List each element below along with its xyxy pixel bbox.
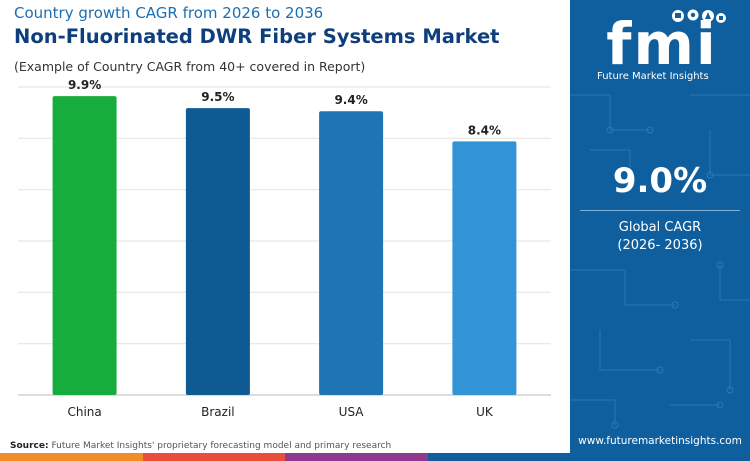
- strip-segment-red: [142, 453, 285, 461]
- category-label-brazil: Brazil: [201, 405, 235, 419]
- bar-usa: [319, 111, 384, 395]
- logo-tagline: Future Market Insights: [597, 71, 709, 82]
- sidebar-panel: fmi Future Market Insights 9.0% Global C…: [570, 0, 750, 461]
- chart-header: Country growth CAGR from 2026 to 2036 No…: [14, 4, 559, 76]
- source-label: Source:: [10, 441, 49, 451]
- chart-supertitle: Country growth CAGR from 2026 to 2036: [14, 4, 324, 22]
- category-labels: China Brazil USA UK: [67, 405, 493, 419]
- category-label-usa: USA: [339, 405, 365, 419]
- chart-title: Non-Fluorinated DWR Fiber Systems Market: [14, 25, 500, 48]
- logo-wordmark: fmi: [606, 10, 718, 78]
- website-link[interactable]: www.futuremarketinsights.com: [578, 435, 742, 447]
- stat-divider: [580, 210, 740, 211]
- bar-uk: [452, 141, 517, 395]
- strip-segment-blue: [427, 453, 570, 461]
- decorative-pattern: [570, 94, 750, 429]
- global-cagr-value: 9.0%: [612, 161, 708, 201]
- data-label-brazil: 9.5%: [201, 90, 234, 104]
- source-text: Future Market Insights' proprietary fore…: [51, 441, 392, 451]
- chart-subtitle: (Example of Country CAGR from 40+ covere…: [14, 59, 366, 74]
- global-cagr-label: Global CAGR: [618, 220, 702, 235]
- fmi-logo: fmi: [606, 9, 726, 78]
- data-label-uk: 8.4%: [468, 123, 501, 137]
- category-label-uk: UK: [476, 405, 494, 419]
- data-labels: 9.9% 9.5% 9.4% 8.4%: [68, 78, 501, 137]
- category-label-china: China: [67, 405, 101, 419]
- color-strip: [0, 453, 570, 461]
- bar-brazil: [185, 108, 250, 395]
- data-label-china: 9.9%: [68, 78, 101, 92]
- bar-china: [52, 96, 117, 395]
- source-note: Source: Future Market Insights' propriet…: [10, 441, 391, 451]
- global-cagr-period: (2026- 2036): [617, 238, 703, 253]
- strip-segment-orange: [0, 453, 143, 461]
- strip-segment-purple: [285, 453, 428, 461]
- bar-chart: 9.9% 9.5% 9.4% 8.4% China Brazil USA UK: [18, 78, 551, 419]
- data-label-usa: 9.4%: [334, 93, 367, 107]
- bars: [52, 96, 517, 395]
